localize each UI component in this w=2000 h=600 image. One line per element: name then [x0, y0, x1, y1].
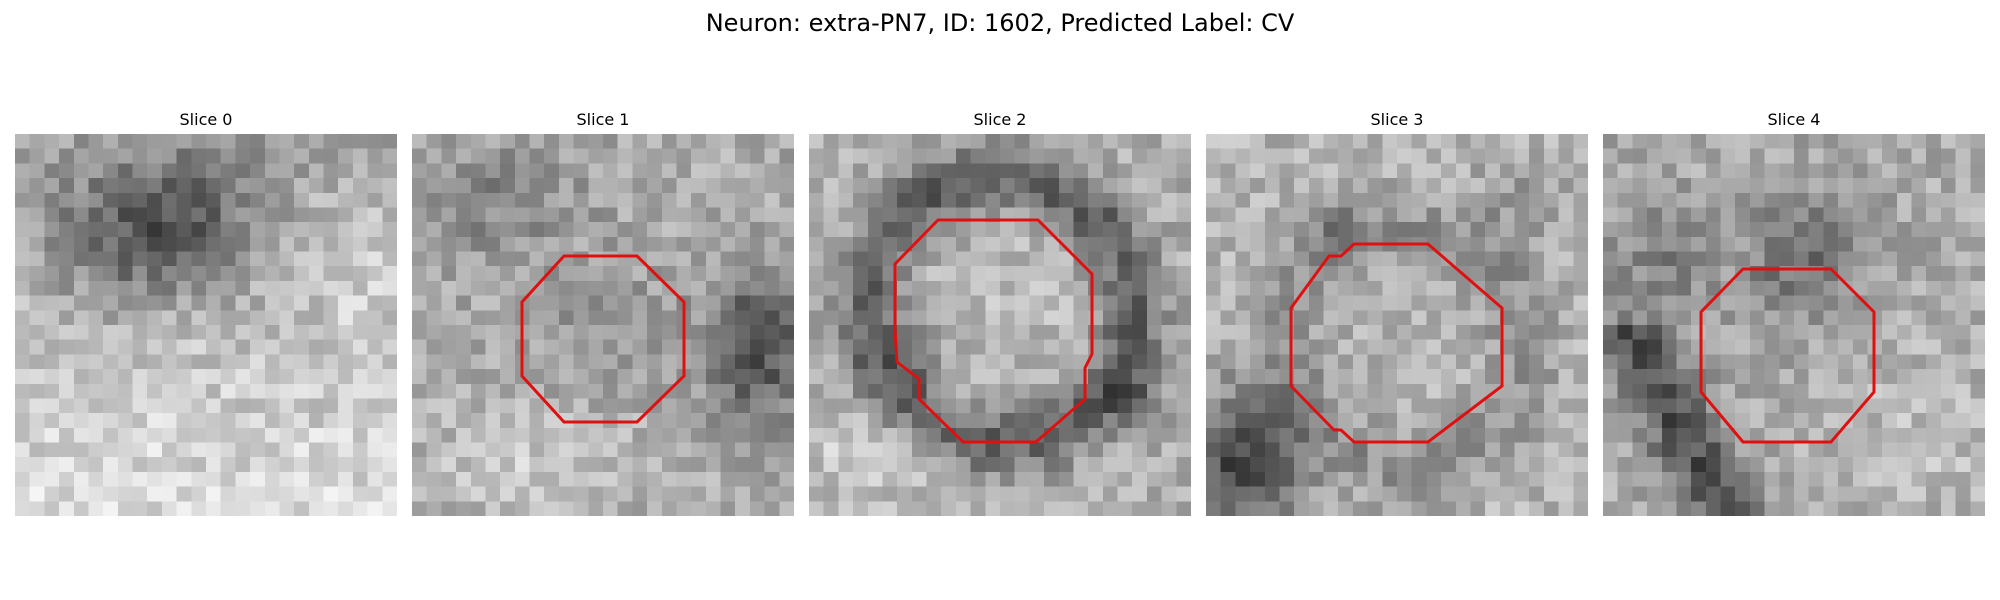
slice-4-grayscale-image [1603, 134, 1985, 516]
slice-2-contour [893, 218, 1094, 444]
slice-3-image-panel [1206, 134, 1588, 516]
panel-title-slice-3: Slice 3 [1370, 110, 1424, 129]
slice-3-contour [1289, 242, 1504, 444]
slice-3-overlay [1289, 242, 1504, 444]
slice-4-image-panel [1603, 134, 1985, 516]
panel-title-slice-0: Slice 0 [179, 110, 233, 129]
slice-1-overlay [520, 254, 686, 424]
slice-4-overlay [1699, 267, 1876, 444]
slice-1-contour [520, 254, 686, 424]
slice-0-grayscale-image [15, 134, 397, 516]
slice-1-grayscale-image [412, 134, 794, 516]
slice-2-image-panel [809, 134, 1191, 516]
panel-title-slice-2: Slice 2 [973, 110, 1027, 129]
slice-0-image-panel [15, 134, 397, 516]
slice-2-grayscale-image [809, 134, 1191, 516]
slice-1-image-panel [412, 134, 794, 516]
slice-3-grayscale-image [1206, 134, 1588, 516]
figure-title: Neuron: extra-PN7, ID: 1602, Predicted L… [705, 9, 1295, 37]
slice-2-overlay [893, 218, 1094, 444]
slice-4-contour [1699, 267, 1876, 444]
panel-title-slice-1: Slice 1 [576, 110, 630, 129]
panel-title-slice-4: Slice 4 [1767, 110, 1821, 129]
